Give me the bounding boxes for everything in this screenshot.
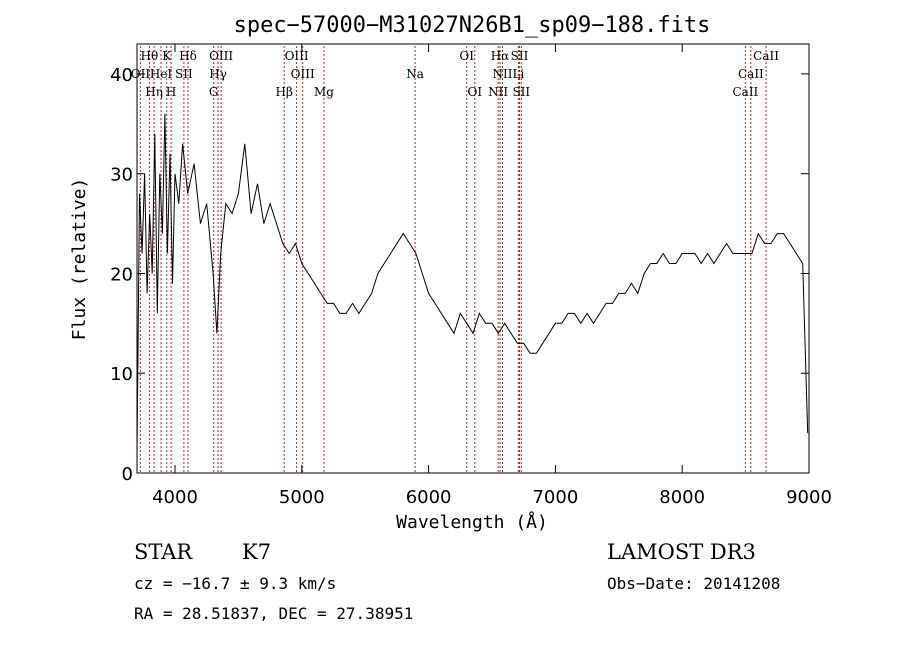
x-axis-label: Wavelength (Å) — [396, 511, 548, 533]
x-tick-label: 6000 — [406, 487, 452, 508]
spectral-line-label: Li — [512, 67, 524, 81]
spectral-line-label: K — [162, 49, 172, 63]
spectral-line-label: Hγ — [209, 67, 227, 81]
x-tick-label: 4000 — [152, 487, 198, 508]
y-tick-label: 0 — [122, 464, 133, 485]
axis-ticks: 4000 5000 6000 7000 8000 9000 0 10 20 30 40 — [110, 44, 832, 508]
coordinates: RA = 28.51837, DEC = 27.38951 — [134, 604, 413, 623]
redshift-cz: cz = −16.7 ± 9.3 km/s — [134, 574, 336, 593]
spectral-line-label: OIII — [209, 49, 233, 63]
spectral-line-label: Hβ — [275, 85, 292, 99]
spectral-line-label: CaII — [738, 67, 764, 81]
spectral-line-label: OI — [468, 85, 483, 99]
spectral-line-label: OIII — [285, 49, 309, 63]
spectral-line-label: Hθ — [141, 49, 159, 63]
x-tick-label: 7000 — [532, 487, 578, 508]
chart-title: spec−57000−M31027N26B1_sp09−188.fits — [234, 13, 711, 38]
spectral-line-label: CaII — [732, 85, 758, 99]
y-tick-label: 40 — [110, 65, 133, 86]
x-tick-label: 8000 — [659, 487, 705, 508]
spectral-line-label: OI — [459, 49, 474, 63]
spectral-line-label: HeI — [150, 67, 173, 81]
spectral-line-label: Mg — [314, 85, 334, 99]
spectral-line-label: H — [166, 85, 176, 99]
x-tick-label: 9000 — [786, 487, 832, 508]
y-tick-label: 20 — [110, 265, 133, 286]
y-tick-label: 10 — [110, 364, 133, 385]
y-axis-label: Flux (relative) — [69, 178, 90, 341]
spectral-line-label: NII — [493, 67, 513, 81]
spectral-line-label: Hδ — [179, 49, 197, 63]
spectral-line-label: OIII — [291, 67, 315, 81]
spectral-line-label: SII — [175, 67, 193, 81]
survey-name: LAMOST DR3 — [607, 540, 756, 564]
spectral-line-label: SII — [511, 49, 529, 63]
spectral-line-label: Hα — [491, 49, 510, 63]
spectral-line-markers — [139, 46, 767, 473]
spectral-line-label: Hη — [145, 85, 163, 99]
spectral-line-label: NII — [488, 85, 508, 99]
observation-date: Obs−Date: 20141208 — [607, 574, 780, 593]
object-class: STAR — [134, 540, 193, 564]
spectrum-series-line — [136, 113, 809, 454]
spectral-line-label: G — [209, 85, 219, 99]
spectral-line-label: SII — [512, 85, 530, 99]
spectral-line-label: Na — [406, 67, 424, 81]
plot-frame — [136, 43, 810, 474]
spectral-line-label: CaII — [753, 49, 779, 63]
object-subclass: K7 — [242, 540, 271, 564]
x-tick-label: 5000 — [279, 487, 325, 508]
y-tick-label: 30 — [110, 165, 133, 186]
